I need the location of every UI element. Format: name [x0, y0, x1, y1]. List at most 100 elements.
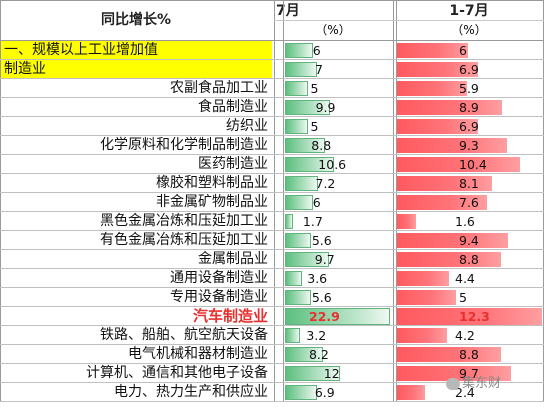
value-july: 5: [310, 81, 319, 96]
grid-line-h: [0, 306, 544, 307]
value-july: 3.6: [307, 271, 328, 286]
row-label: 黑色金属冶炼和压延加工业: [100, 213, 268, 229]
row-label: 橡胶和塑料制品业: [156, 175, 268, 191]
bar-july: [285, 43, 313, 58]
value-july: 8.2: [308, 347, 329, 362]
bar-july: [285, 214, 293, 229]
value-jan-jul: 8.1: [459, 176, 479, 191]
value-jan-jul: 7.6: [459, 195, 479, 210]
value-july: 5: [310, 119, 319, 134]
value-jan-jul: 9.4: [459, 233, 479, 248]
grid-line-h: [0, 192, 544, 193]
bar-july: [285, 138, 326, 153]
value-jan-jul: 9.7: [459, 366, 479, 381]
bar-july: [285, 233, 311, 248]
bar-july: [285, 176, 318, 191]
grid-line-v: [283, 0, 284, 402]
bar-july: [285, 252, 330, 267]
row-label: 通用设备制造业: [170, 270, 268, 286]
bar-july: [285, 81, 308, 96]
value-july: 6: [312, 195, 321, 210]
grid-line-h: [0, 59, 544, 60]
grid-line-h: [0, 268, 544, 269]
grid-line-h: [0, 78, 544, 79]
row-label: 纺织业: [226, 118, 268, 134]
value-july: 1.7: [302, 214, 323, 229]
value-jan-jul: 12.3: [459, 309, 490, 324]
row-label: 非金属矿物制品业: [156, 194, 268, 210]
grid-line-h: [0, 363, 544, 364]
value-jan-jul: 5.9: [459, 81, 479, 96]
row-label: 金属制品业: [198, 251, 268, 267]
value-july: 7: [315, 62, 323, 77]
value-july: 6.9: [314, 385, 335, 400]
value-jan-jul: 4.2: [455, 328, 475, 343]
value-jan-jul: 6.9: [459, 62, 479, 77]
grid-line-h: [0, 344, 544, 345]
grid-line-v: [396, 0, 397, 402]
row-label: 农副食品加工业: [170, 80, 268, 96]
bar-july: [285, 328, 300, 343]
row-label: 有色金属冶炼和压延加工业: [100, 232, 268, 248]
value-july: 7.2: [315, 176, 336, 191]
bar-july: [285, 271, 302, 286]
bar-jan-jul: [397, 290, 456, 305]
bar-july: [285, 385, 317, 400]
bar-jan-jul: [397, 138, 507, 153]
bar-jan-jul: [397, 195, 487, 210]
bar-july: [285, 119, 308, 134]
bar-july: [285, 290, 311, 305]
value-jan-jul: 1.6: [455, 214, 475, 229]
label-highlight-fill: [0, 60, 272, 79]
bar-jan-jul: [397, 233, 508, 248]
value-jan-jul: 5: [459, 290, 467, 305]
value-july: 9.7: [314, 252, 335, 267]
bar-july: [285, 366, 341, 381]
watermark: 集东财: [446, 372, 501, 391]
bar-jan-jul: [397, 308, 542, 325]
bar-jan-jul: [397, 252, 501, 267]
grid-line-h: [0, 401, 544, 402]
bar-jan-jul: [397, 271, 449, 286]
grid-line-h: [0, 211, 544, 212]
grid-line-h: [0, 0, 544, 1]
value-jan-jul: 8.8: [459, 252, 479, 267]
grid-line-h: [0, 325, 544, 326]
value-july: 3.2: [306, 328, 327, 343]
grid-line-v: [274, 0, 275, 402]
column-header-jan-jul: 1-7月: [449, 3, 489, 19]
grid-line-h: [0, 97, 544, 98]
grid-line-h: [0, 135, 544, 136]
value-july: 9.9: [315, 100, 336, 115]
value-july: 5.6: [311, 233, 332, 248]
grid-line-h: [0, 154, 544, 155]
row-label: 一、规模以上工业增加值: [4, 42, 158, 58]
bar-july: [285, 157, 334, 172]
value-jan-jul: 6: [459, 43, 467, 58]
row-label: 医药制造业: [198, 156, 268, 172]
unit-july: （%）: [315, 23, 351, 37]
row-label: 计算机、通信和其他电子设备: [86, 365, 268, 381]
grid-line-v: [393, 0, 394, 402]
grid-line-h: [0, 40, 544, 41]
value-july: 5.6: [311, 290, 332, 305]
bar-jan-jul: [397, 176, 493, 191]
grid-line-h: [0, 249, 544, 250]
grid-line-h: [274, 20, 544, 21]
bar-july: [285, 347, 323, 362]
row-label: 汽车制造业: [192, 307, 268, 325]
bar-july: [285, 62, 318, 77]
row-label: 电力、热力生产和供应业: [114, 384, 268, 400]
value-jan-jul: 8.8: [459, 347, 479, 362]
bar-jan-jul: [397, 119, 479, 134]
row-label: 食品制造业: [198, 99, 268, 115]
bar-jan-jul: [397, 366, 512, 381]
grid-line-v: [0, 0, 1, 402]
value-jan-jul: 6.9: [459, 119, 479, 134]
unit-jan-jul: （%）: [451, 23, 487, 37]
value-july: 10.6: [318, 157, 347, 172]
bar-jan-jul: [397, 100, 502, 115]
column-header-july: 7月: [276, 3, 300, 19]
label-highlight-fill: [0, 41, 272, 60]
bar-jan-jul: [397, 214, 416, 229]
